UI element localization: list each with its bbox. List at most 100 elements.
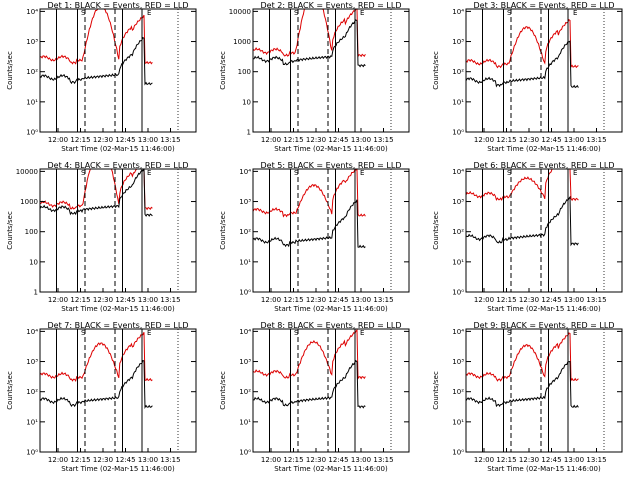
x-tick-label: 13:15 — [160, 136, 180, 144]
x-tick-label: 12:45 — [115, 296, 135, 304]
marker-label-s: S — [294, 329, 299, 337]
y-tick-label: 1 — [247, 129, 251, 137]
panel-title: Det 9: BLACK = Events, RED = LLD — [474, 321, 615, 330]
x-tick-label: 13:00 — [351, 136, 371, 144]
y-tick-label: 1 — [34, 289, 38, 297]
x-tick-label: 12:45 — [541, 296, 561, 304]
x-tick-label: 12:45 — [541, 136, 561, 144]
x-tick-label: 13:15 — [160, 296, 180, 304]
x-tick-label: 13:15 — [373, 296, 393, 304]
x-tick-label: 12:45 — [328, 456, 348, 464]
marker-label-e: E — [573, 9, 577, 17]
panel-title: Det 5: BLACK = Events, RED = LLD — [261, 161, 402, 170]
x-tick-label: 13:15 — [373, 136, 393, 144]
plot-frame — [465, 168, 623, 293]
y-axis-label: Counts/sec — [219, 371, 227, 410]
x-tick-label: 12:30 — [519, 456, 539, 464]
y-tick-label: 10⁴ — [26, 8, 38, 16]
y-tick-label: 10⁴ — [239, 168, 251, 176]
x-tick-label: 12:30 — [93, 296, 113, 304]
x-tick-label: 12:00 — [48, 456, 68, 464]
marker-label-s: S — [81, 329, 86, 337]
y-tick-label: 10⁴ — [452, 168, 464, 176]
y-tick-label: 1000 — [233, 38, 251, 46]
x-tick-label: 12:15 — [283, 136, 303, 144]
marker-label-e: E — [147, 169, 151, 177]
x-tick-label: 12:15 — [70, 456, 90, 464]
y-tick-label: 10² — [239, 228, 251, 236]
x-tick-label: 13:00 — [564, 296, 584, 304]
x-tick-label: 13:00 — [564, 456, 584, 464]
marker-label-e: E — [360, 329, 364, 337]
panel-title: Det 8: BLACK = Events, RED = LLD — [261, 321, 402, 330]
lld-series-line — [40, 9, 153, 65]
marker-label-s: S — [81, 9, 86, 17]
lld-series-line — [253, 329, 366, 380]
events-series-line — [253, 19, 366, 68]
y-tick-label: 10⁰ — [26, 449, 38, 457]
x-tick-label: 12:30 — [93, 136, 113, 144]
y-tick-label: 10 — [242, 98, 251, 106]
x-axis-label: Start Time (02-Mar-15 11:46:00) — [487, 465, 601, 473]
x-axis-label: Start Time (02-Mar-15 11:46:00) — [487, 145, 601, 153]
y-tick-label: 10⁰ — [26, 129, 38, 137]
x-axis-label: Start Time (02-Mar-15 11:46:00) — [274, 305, 388, 313]
x-tick-label: 13:00 — [138, 136, 158, 144]
x-tick-label: 12:30 — [519, 136, 539, 144]
events-series-line — [253, 199, 366, 249]
x-axis-label: Start Time (02-Mar-15 11:46:00) — [61, 145, 175, 153]
y-tick-label: 100 — [25, 228, 38, 236]
y-tick-label: 10000 — [16, 168, 38, 176]
y-tick-label: 10⁰ — [452, 449, 464, 457]
marker-label-e: E — [573, 329, 577, 337]
x-tick-label: 12:30 — [306, 456, 326, 464]
marker-label-e: E — [147, 329, 151, 337]
plot-frame — [252, 8, 410, 133]
panel-title: Det 3: BLACK = Events, RED = LLD — [474, 1, 615, 10]
x-tick-label: 13:15 — [586, 296, 606, 304]
y-tick-label: 10000 — [229, 8, 251, 16]
y-tick-label: 10³ — [239, 358, 251, 366]
events-series-line — [253, 359, 366, 409]
marker-label-s: S — [294, 169, 299, 177]
lld-series-line — [40, 331, 153, 382]
x-tick-label: 12:15 — [283, 296, 303, 304]
y-tick-label: 10 — [29, 258, 38, 266]
x-tick-label: 12:00 — [261, 296, 281, 304]
y-tick-label: 100 — [238, 68, 251, 76]
y-axis-label: Counts/sec — [432, 371, 440, 410]
lld-series-line — [253, 9, 366, 59]
y-tick-label: 10² — [452, 68, 464, 76]
marker-label-s: S — [81, 169, 86, 177]
y-tick-label: 10⁰ — [239, 449, 251, 457]
x-tick-label: 12:00 — [474, 136, 494, 144]
x-tick-label: 12:45 — [115, 136, 135, 144]
x-tick-label: 12:15 — [496, 136, 516, 144]
x-axis-label: Start Time (02-Mar-15 11:46:00) — [487, 305, 601, 313]
x-tick-label: 13:00 — [351, 296, 371, 304]
x-tick-label: 12:15 — [70, 136, 90, 144]
y-tick-label: 10¹ — [452, 258, 464, 266]
y-tick-label: 1000 — [20, 198, 38, 206]
x-tick-label: 13:00 — [351, 456, 371, 464]
plot-frame — [465, 328, 623, 453]
x-tick-label: 13:15 — [373, 456, 393, 464]
x-axis-label: Start Time (02-Mar-15 11:46:00) — [274, 145, 388, 153]
y-tick-label: 10⁰ — [452, 129, 464, 137]
x-tick-label: 12:45 — [541, 456, 561, 464]
y-axis-label: Counts/sec — [6, 211, 14, 250]
panel-title: Det 6: BLACK = Events, RED = LLD — [474, 161, 615, 170]
lld-series-line — [253, 169, 366, 218]
x-tick-label: 12:00 — [474, 456, 494, 464]
y-tick-label: 10² — [452, 388, 464, 396]
marker-label-s: S — [507, 9, 512, 17]
y-tick-label: 10¹ — [452, 98, 464, 106]
y-tick-label: 10³ — [452, 38, 464, 46]
x-tick-label: 12:00 — [261, 136, 281, 144]
lld-series-line — [40, 169, 153, 211]
x-tick-label: 12:30 — [306, 136, 326, 144]
